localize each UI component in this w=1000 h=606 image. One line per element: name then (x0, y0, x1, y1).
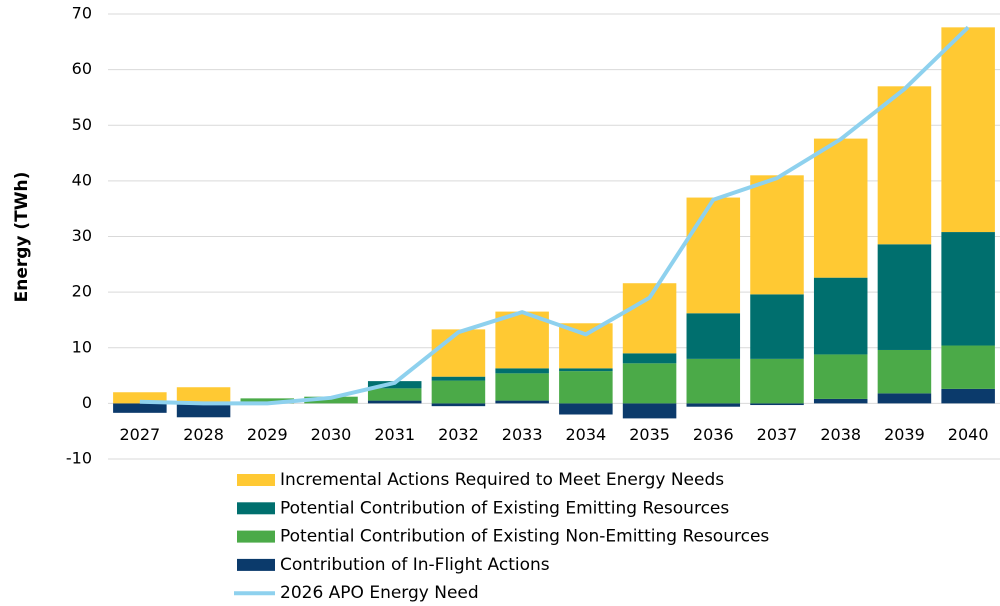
x-tick-label: 2036 (693, 425, 734, 444)
bar (941, 345, 995, 389)
bar (877, 393, 932, 404)
bar (367, 388, 422, 401)
bar (113, 392, 167, 404)
x-tick-label: 2040 (948, 425, 989, 444)
x-tick-label: 2027 (119, 425, 160, 444)
line (139, 25, 970, 406)
x-tick-label: 2028 (183, 425, 224, 444)
bar (559, 323, 613, 369)
x-tick-label: 2039 (884, 425, 925, 444)
bar (877, 86, 932, 245)
bar (240, 398, 295, 404)
bar (686, 197, 741, 314)
bar (622, 353, 677, 364)
bar (622, 403, 677, 419)
legend-swatch (237, 558, 275, 571)
bar (367, 400, 422, 404)
bar (431, 403, 486, 407)
bar (495, 400, 549, 404)
x-tick-label: 2033 (502, 425, 543, 444)
y-tick-label: 70 (72, 4, 92, 23)
bar (941, 388, 995, 404)
bar (813, 138, 868, 278)
bar (176, 387, 231, 404)
bar (622, 283, 677, 354)
bar (750, 358, 804, 404)
y-tick-label: 0 (82, 393, 92, 412)
legend-swatch (237, 502, 275, 515)
bar (176, 403, 231, 418)
x-tick-label: 2031 (374, 425, 415, 444)
bar (813, 277, 868, 355)
bar (559, 371, 613, 404)
legend-swatch (237, 474, 275, 486)
bar (750, 294, 804, 359)
y-axis-title: Energy (TWh) (12, 172, 32, 303)
x-tick-label: 2038 (820, 425, 861, 444)
legend-label: Potential Contribution of Existing Non-E… (280, 527, 769, 547)
x-tick-label: 2032 (438, 425, 479, 444)
y-tick-label: 10 (72, 337, 92, 356)
bar (813, 354, 868, 399)
bar (750, 403, 804, 406)
legend-label: Incremental Actions Required to Meet Ene… (280, 470, 724, 490)
x-tick-label: 2034 (565, 425, 606, 444)
bar (941, 27, 995, 233)
bar (495, 311, 549, 369)
legend-swatch (237, 530, 275, 543)
bar (686, 403, 741, 407)
y-tick-label: 50 (72, 115, 92, 134)
legend-label: Potential Contribution of Existing Emitt… (280, 498, 729, 518)
bar (622, 363, 677, 404)
bar (877, 349, 932, 394)
x-tick-label: 2029 (247, 425, 288, 444)
bar (431, 329, 486, 377)
bar (686, 358, 741, 404)
bar (559, 403, 613, 415)
x-tick-label: 2035 (629, 425, 670, 444)
legend-label: 2026 APO Energy Need (280, 583, 479, 603)
bar (113, 403, 167, 413)
y-tick-label: 20 (72, 282, 92, 301)
bar (750, 175, 804, 295)
bar (495, 373, 549, 401)
y-tick-label: -10 (66, 449, 92, 468)
bar (559, 368, 613, 372)
y-tick-label: 30 (72, 226, 92, 245)
bar (813, 398, 868, 404)
bar (941, 232, 995, 346)
y-tick-label: 60 (72, 59, 92, 78)
bar (431, 380, 486, 404)
bar (877, 244, 932, 350)
bar (495, 368, 549, 374)
bar (686, 313, 741, 359)
x-tick-label: 2037 (757, 425, 798, 444)
x-tick-label: 2030 (311, 425, 352, 444)
legend-label: Contribution of In-Flight Actions (280, 555, 550, 575)
bar (431, 376, 486, 381)
bar (304, 396, 358, 404)
y-tick-label: 40 (72, 170, 92, 189)
